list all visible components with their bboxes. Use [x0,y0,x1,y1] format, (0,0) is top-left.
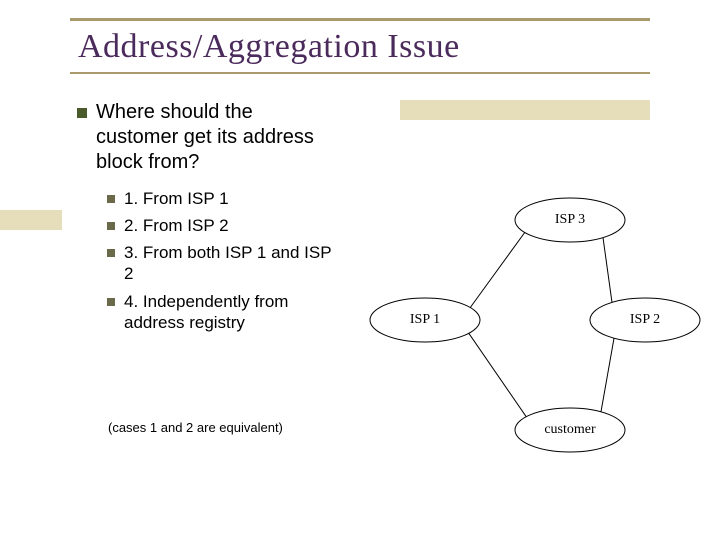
diagram-edge [470,232,524,307]
diagram-label-customer: customer [544,422,596,437]
sub-bullet-1: 1. From ISP 1 [124,188,334,209]
bullet-sub-icon [107,298,115,306]
bullet-sub-icon [107,249,115,257]
bullet-main-icon [77,108,87,118]
bullet-sub-icon [107,195,115,203]
sub-bullet-4: 4. Independently from address registry [124,291,344,334]
diagram-edge [603,238,612,303]
diagram-label-isp1: ISP 1 [410,312,440,327]
title-top-rule [70,18,650,21]
title-underline [70,72,650,74]
sub-bullet-2: 2. From ISP 2 [124,215,334,236]
diagram-edge [469,333,526,416]
footnote: (cases 1 and 2 are equivalent) [108,420,283,435]
slide-title: Address/Aggregation Issue [78,28,460,66]
diagram-edge [601,338,614,412]
accent-bar-left [0,210,62,230]
diagram-label-isp3: ISP 3 [555,212,585,227]
diagram-label-isp2: ISP 2 [630,312,660,327]
main-bullet-text: Where should the customer get its addres… [96,100,336,175]
accent-bar-right [400,100,650,120]
diagram-svg: ISP 3 ISP 1 ISP 2 customer [345,185,705,475]
network-diagram: ISP 3 ISP 1 ISP 2 customer [345,185,705,475]
bullet-sub-icon [107,222,115,230]
sub-bullet-3: 3. From both ISP 1 and ISP 2 [124,242,344,285]
